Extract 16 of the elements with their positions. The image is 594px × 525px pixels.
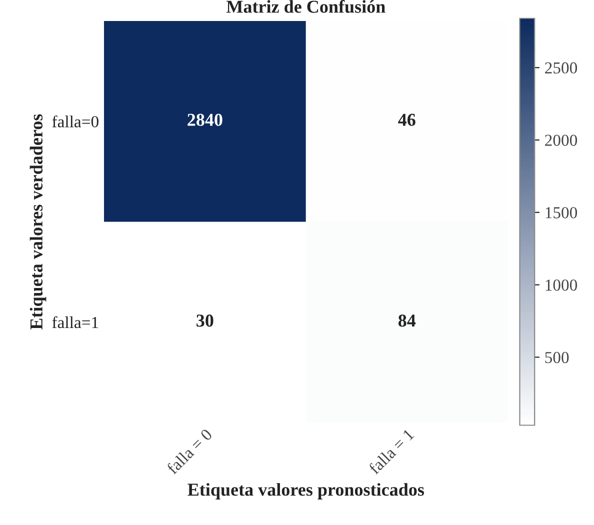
y-tick-label: falla=0 (52, 115, 98, 128)
x-tick-label: falla = 0 (166, 428, 213, 475)
data-label: 46 (398, 114, 416, 126)
chart-title: Matriz de Confusión (226, 0, 386, 13)
x-tick-label: falla = 1 (368, 428, 414, 475)
y-tick-label: falla=1 (52, 316, 98, 328)
color-bar-label: 500 (545, 352, 569, 364)
color-bar-label: 2000 (545, 134, 578, 146)
data-label: 30 (196, 314, 214, 327)
data-label: 84 (398, 314, 416, 327)
color-bar-label: 1000 (546, 280, 578, 291)
x-axis-title: Etiqueta valores pronosticados (188, 483, 424, 500)
color-bar-label: 2500 (545, 62, 578, 74)
data-label: 2840 (188, 114, 222, 126)
color-bar-label: 1500 (546, 207, 578, 218)
y-axis-title: Etiqueta valores verdaderos (30, 114, 46, 330)
